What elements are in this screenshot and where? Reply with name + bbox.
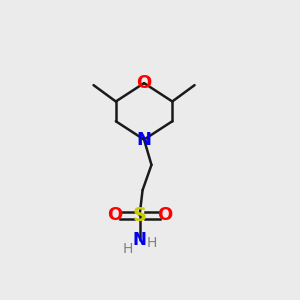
Text: O: O — [107, 206, 122, 224]
Text: N: N — [133, 231, 146, 249]
Text: O: O — [157, 206, 172, 224]
Text: O: O — [136, 74, 152, 92]
Text: H: H — [146, 236, 157, 250]
Text: H: H — [123, 242, 134, 256]
Text: N: N — [136, 130, 152, 148]
Text: S: S — [133, 206, 147, 225]
